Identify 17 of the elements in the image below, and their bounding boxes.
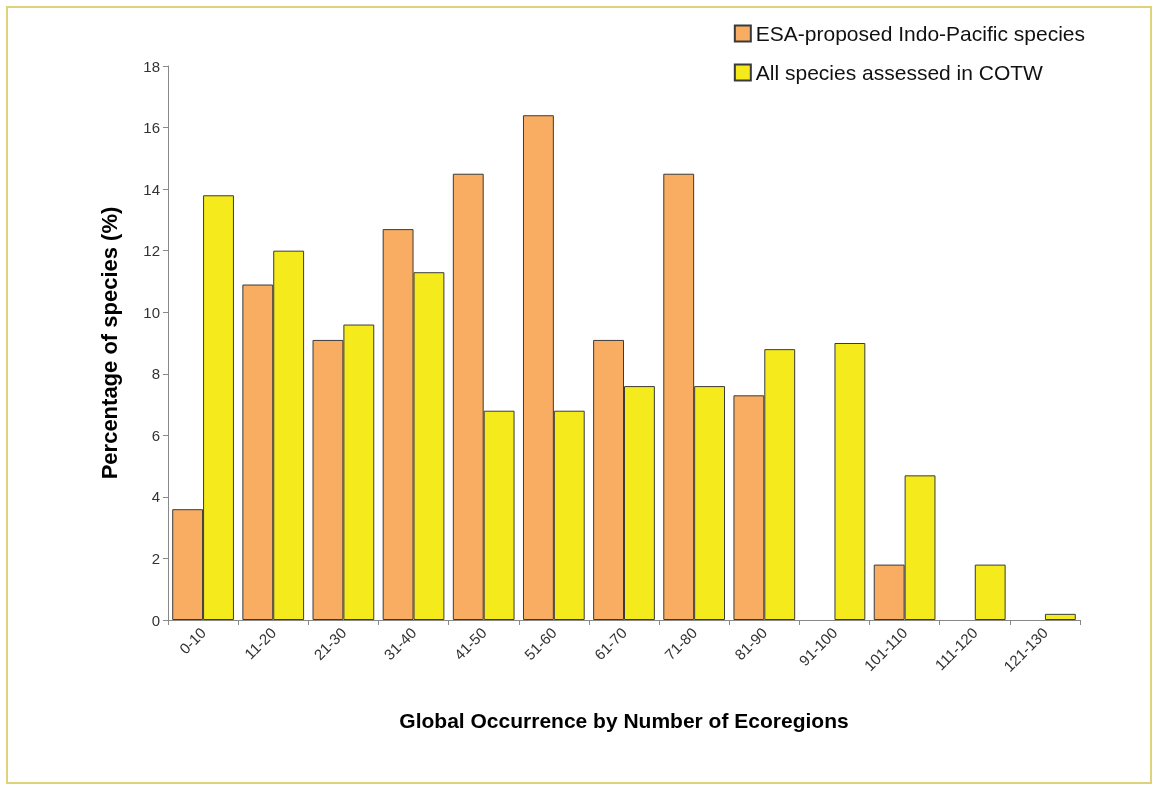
legend-label: All species assessed in COTW bbox=[755, 61, 1044, 84]
y-tick-label: 12 bbox=[143, 242, 160, 260]
y-tick-label: 4 bbox=[151, 488, 160, 506]
legend-label: ESA-proposed Indo-Pacific species bbox=[755, 22, 1085, 45]
y-tick-label: 16 bbox=[143, 119, 160, 137]
y-tick-label: 0 bbox=[151, 611, 160, 629]
y-tick-label: 6 bbox=[151, 426, 160, 444]
y-axis-title: Percentage of species (%) bbox=[96, 206, 122, 480]
y-tick-label: 10 bbox=[143, 303, 160, 321]
bar bbox=[974, 564, 1006, 620]
bar bbox=[1044, 613, 1076, 620]
y-tick-label: 8 bbox=[151, 365, 160, 383]
bar bbox=[834, 343, 866, 620]
y-tick-label: 14 bbox=[143, 180, 160, 198]
y-tick-label: 18 bbox=[143, 57, 160, 75]
y-tick-label: 2 bbox=[151, 549, 160, 567]
x-axis-title: Global Occurrence by Number of Ecoregions bbox=[399, 709, 849, 732]
